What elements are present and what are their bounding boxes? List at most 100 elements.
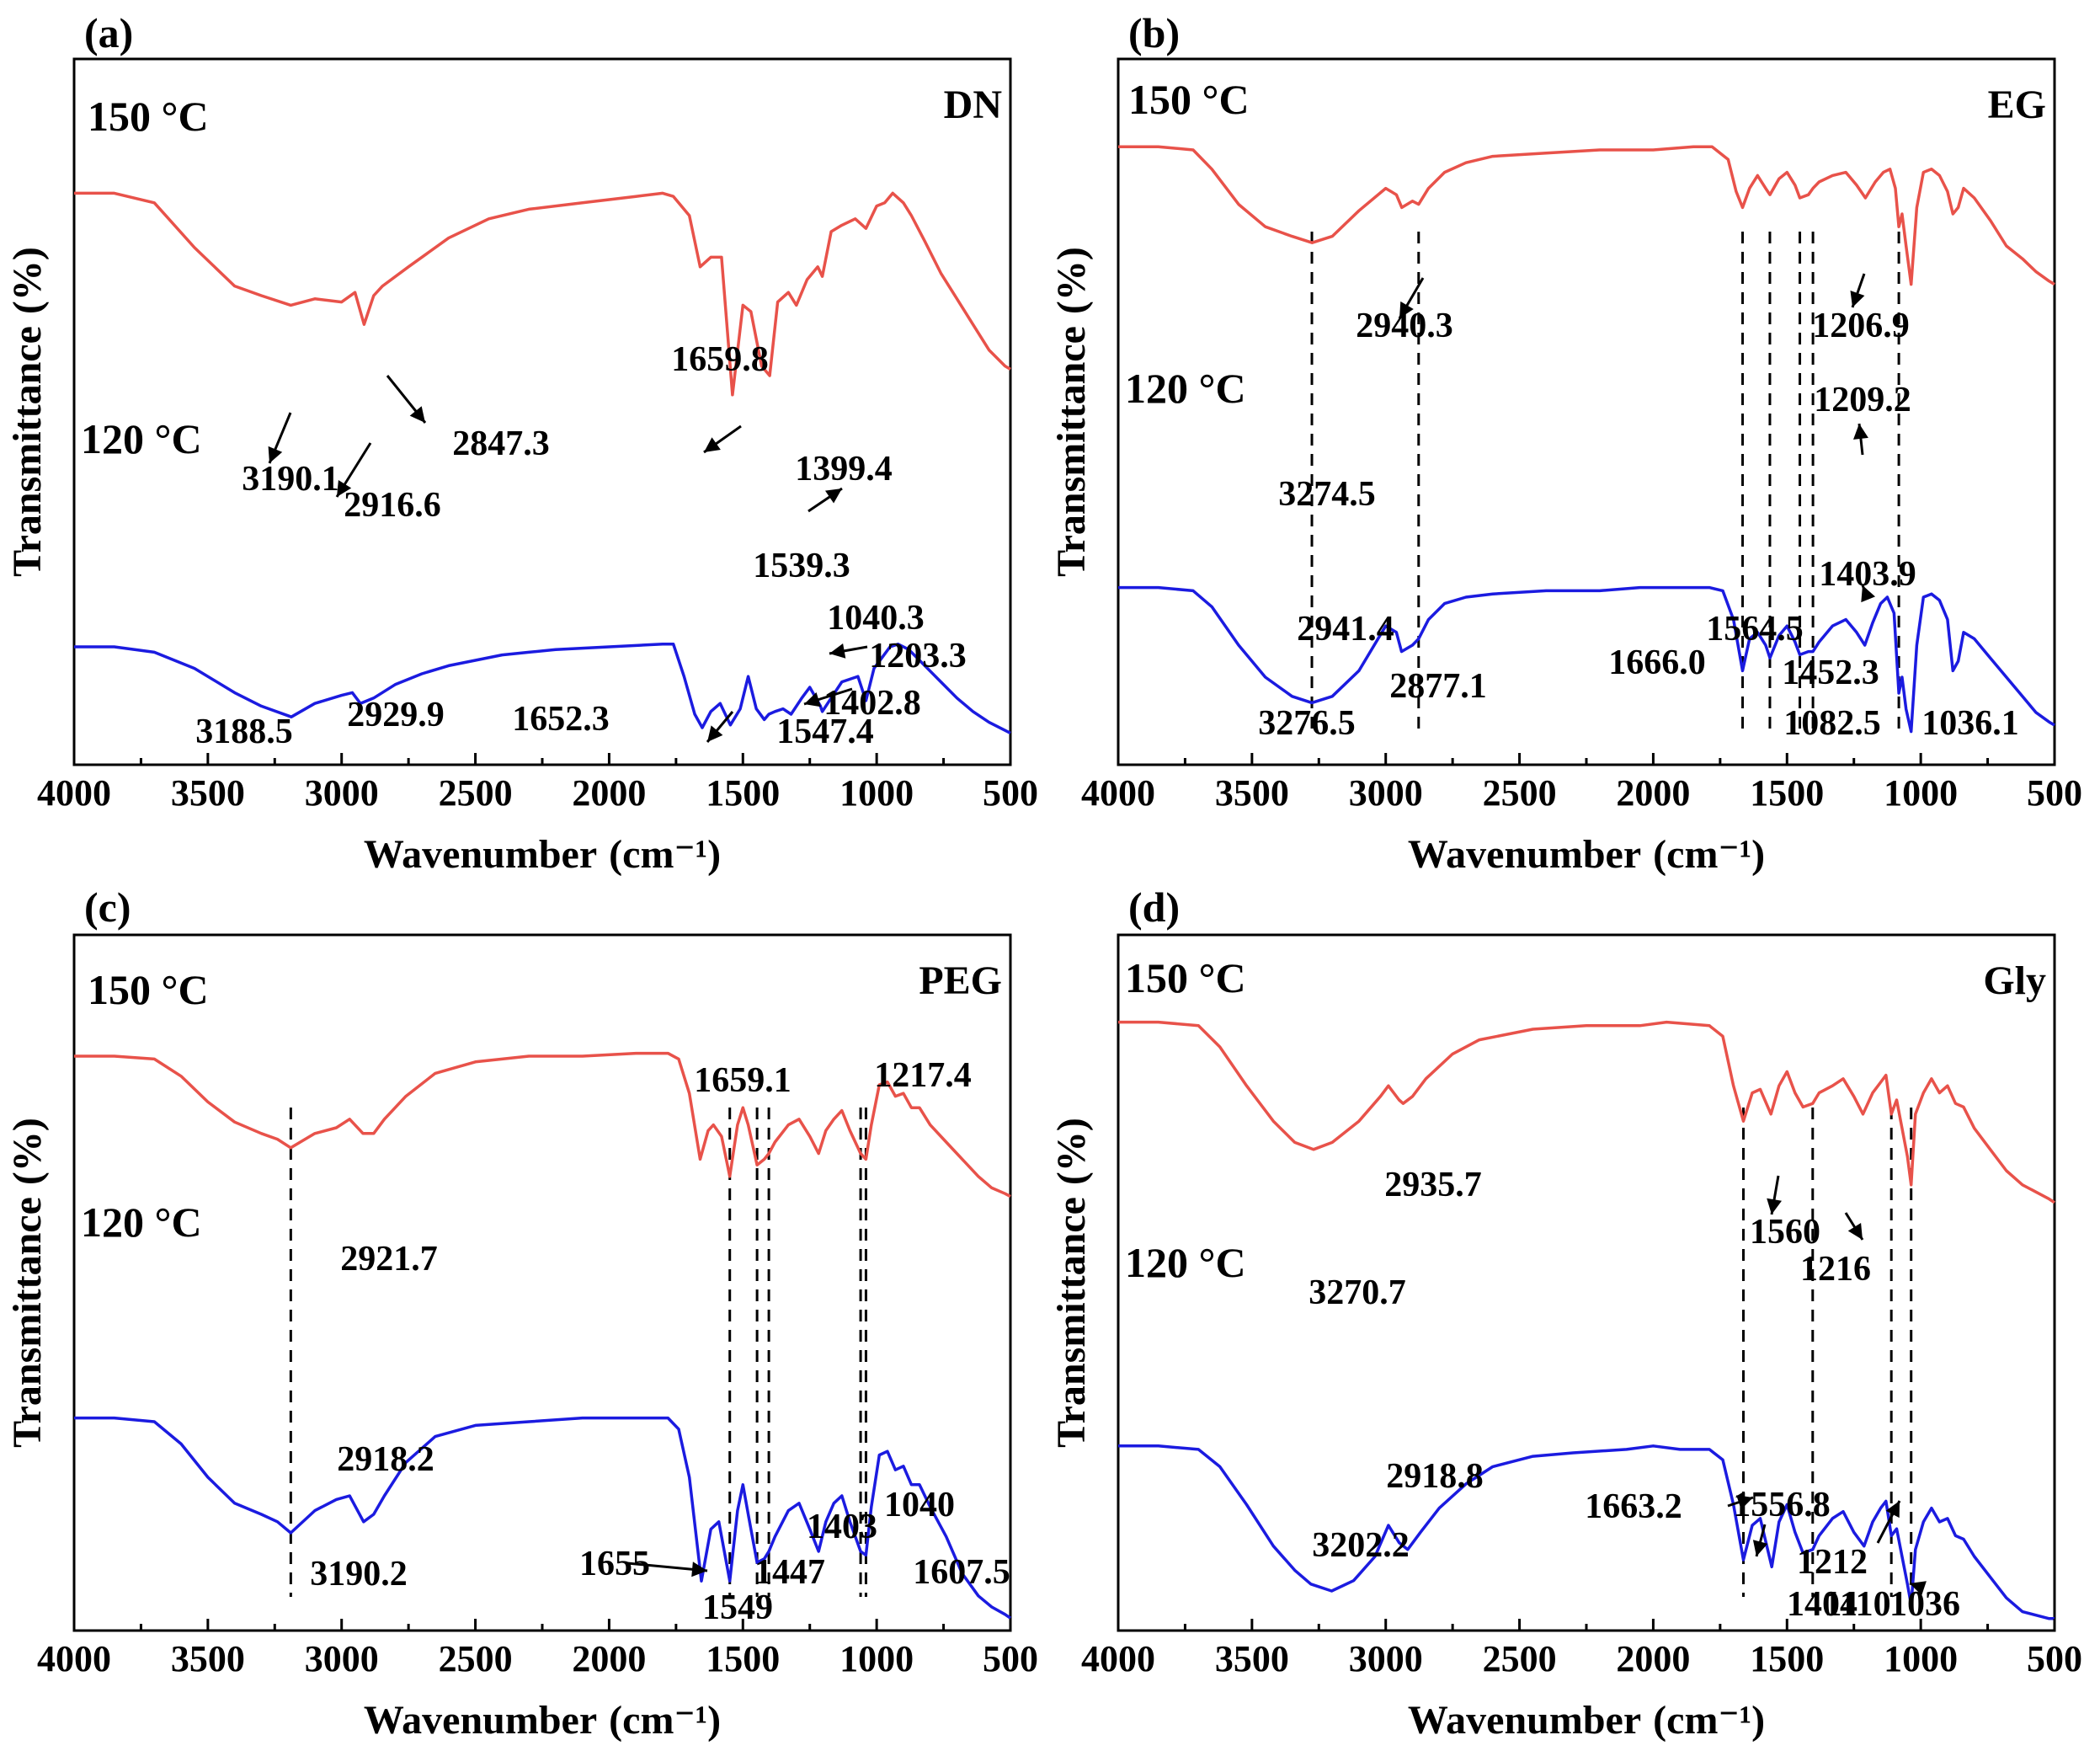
x-tick-label: 1000 (1884, 772, 1958, 814)
peak-annotation: 2918.2 (337, 1440, 434, 1479)
temperature-label-120: 120 °C (1125, 1239, 1246, 1286)
temperature-label-150: 150 °C (88, 966, 209, 1013)
peak-annotation: 1556.8 (1733, 1486, 1831, 1524)
annotation-arrowhead (707, 725, 723, 742)
annotation-arrowhead (337, 480, 352, 497)
peak-annotation: 1040 (884, 1486, 955, 1524)
x-axis-label-text: Wavenumber (1408, 1698, 1641, 1743)
x-tick-label: 500 (2027, 772, 2082, 814)
peak-annotation: 2921.7 (340, 1240, 438, 1279)
x-tick-label: 2000 (1616, 1638, 1690, 1679)
peak-annotation: 1110 (1824, 1585, 1890, 1624)
x-axis-label: Wavenumber (cm⁻¹) (364, 1698, 721, 1743)
x-tick-label: 1000 (1884, 1638, 1958, 1679)
annotation-arrowhead (1736, 1495, 1753, 1510)
peak-annotation: 3202.2 (1312, 1526, 1410, 1565)
peak-annotation: 3270.7 (1309, 1273, 1406, 1312)
temperature-label-150: 150 °C (1125, 954, 1246, 1001)
sample-name: DN (944, 83, 1003, 127)
peak-annotation: 1036 (1889, 1585, 1960, 1624)
annotation-arrowhead (1885, 1501, 1900, 1519)
peak-annotation: 1399.4 (795, 450, 893, 488)
peak-annotation: 2877.1 (1389, 667, 1487, 706)
peak-annotation: 2941.4 (1297, 610, 1394, 649)
sample-name: PEG (919, 958, 1002, 1003)
y-axis-label-text: Transmittance (1049, 1197, 1094, 1448)
peak-annotation: 1564.5 (1706, 610, 1804, 649)
series-line-150c (74, 191, 1011, 397)
panel-label: (a) (84, 9, 133, 56)
x-tick-label: 3000 (1349, 772, 1423, 814)
x-tick-label: 3500 (171, 1638, 245, 1679)
peak-annotation: 1217.4 (874, 1056, 972, 1095)
peak-annotation: 1404 (1787, 1585, 1857, 1624)
peak-annotation: 2847.3 (452, 424, 550, 463)
x-tick-label: 3500 (1215, 1638, 1289, 1679)
panel-peg: 4000 3500 3000 2500 2000 1500 1000 500 Wavenumbe… (5, 884, 1038, 1743)
peak-annotation: 1212 (1797, 1543, 1868, 1582)
panel-gly: 4000 3500 3000 2500 2000 1500 1000 500 Wavenumbe… (1049, 884, 2082, 1743)
y-axis-label: Transmittance (%) (1049, 247, 1094, 577)
x-tick-label: 4000 (37, 772, 111, 814)
x-axis-label-text: Wavenumber (364, 1698, 597, 1743)
series-line-120c (1118, 585, 2055, 734)
x-axis-unit: (cm⁻¹) (1653, 1698, 1765, 1743)
annotation-arrowhead (409, 406, 425, 423)
panel-eg: 4000 3500 3000 2500 2000 1500 1000 500 Wavenumbe… (1049, 9, 2082, 877)
panel-label: (b) (1128, 9, 1180, 56)
peak-annotation: 1452.3 (1782, 654, 1879, 692)
panel-dn: 4000 3500 3000 2500 2000 1500 1000 500 Wavenumbe… (5, 9, 1038, 877)
peak-annotation: 1447 (754, 1553, 825, 1592)
annotation-arrowhead (825, 488, 842, 504)
y-axis-unit: (%) (1049, 247, 1094, 314)
series-line-120c (1118, 1444, 2055, 1620)
x-tick-label: 1000 (839, 1638, 914, 1679)
x-axis-label: Wavenumber (cm⁻¹) (1408, 832, 1765, 877)
x-tick-label: 4000 (1081, 772, 1155, 814)
y-axis-label-text: Transmittance (5, 326, 50, 577)
peak-annotation: 2916.6 (344, 486, 441, 525)
annotation-arrowhead (1861, 585, 1875, 603)
x-axis-label: Wavenumber (cm⁻¹) (364, 832, 721, 877)
y-axis-label: Transmittance (%) (1049, 1118, 1094, 1448)
temperature-label-120: 120 °C (81, 415, 202, 462)
annotation-arrowhead (1850, 291, 1865, 307)
panel-label: (d) (1128, 884, 1180, 931)
y-axis-unit: (%) (1049, 1118, 1094, 1185)
annotation-arrowhead (268, 446, 283, 463)
peak-annotation: 1652.3 (512, 700, 610, 739)
x-tick-label: 1000 (839, 772, 914, 814)
peak-annotation: 3190.1 (242, 460, 339, 499)
peak-annotation: 3190.2 (310, 1555, 408, 1594)
y-axis-label: Transmittance (%) (5, 247, 50, 577)
peak-annotation: 1549 (702, 1588, 773, 1627)
y-axis-unit: (%) (5, 1118, 50, 1185)
x-tick-label: 3500 (1215, 772, 1289, 814)
x-tick-label: 2500 (1483, 772, 1557, 814)
annotation-arrowhead (1767, 1198, 1782, 1214)
x-tick-label: 500 (2027, 1638, 2082, 1679)
x-tick-label: 3000 (305, 1638, 379, 1679)
peak-annotation: 1203.3 (869, 637, 967, 675)
annotation-arrowhead (691, 1561, 707, 1578)
peak-annotation: 3274.5 (1278, 475, 1376, 514)
peak-annotation: 1403 (807, 1508, 877, 1546)
peak-annotation: 1402.8 (823, 684, 921, 723)
peak-annotation: 1539.3 (753, 547, 850, 585)
peak-annotation: 1659.1 (694, 1061, 791, 1100)
peak-annotation: 1547.4 (776, 713, 874, 751)
series-line-150c (74, 1051, 1011, 1198)
x-tick-label: 2000 (572, 1638, 646, 1679)
x-axis-label-text: Wavenumber (1408, 832, 1641, 877)
x-axis-label-text: Wavenumber (364, 832, 597, 877)
series-line-150c (1118, 1020, 2055, 1204)
y-axis-unit: (%) (5, 247, 50, 314)
peak-annotation: 2918.8 (1386, 1457, 1484, 1496)
peak-annotation: 2929.9 (347, 696, 445, 734)
peak-annotation: 1216 (1800, 1250, 1871, 1289)
x-tick-label: 3500 (171, 772, 245, 814)
plot-frame (1117, 57, 2056, 766)
x-tick-label: 500 (983, 772, 1038, 814)
sample-name: EG (1988, 83, 2046, 127)
x-tick-label: 3000 (305, 772, 379, 814)
